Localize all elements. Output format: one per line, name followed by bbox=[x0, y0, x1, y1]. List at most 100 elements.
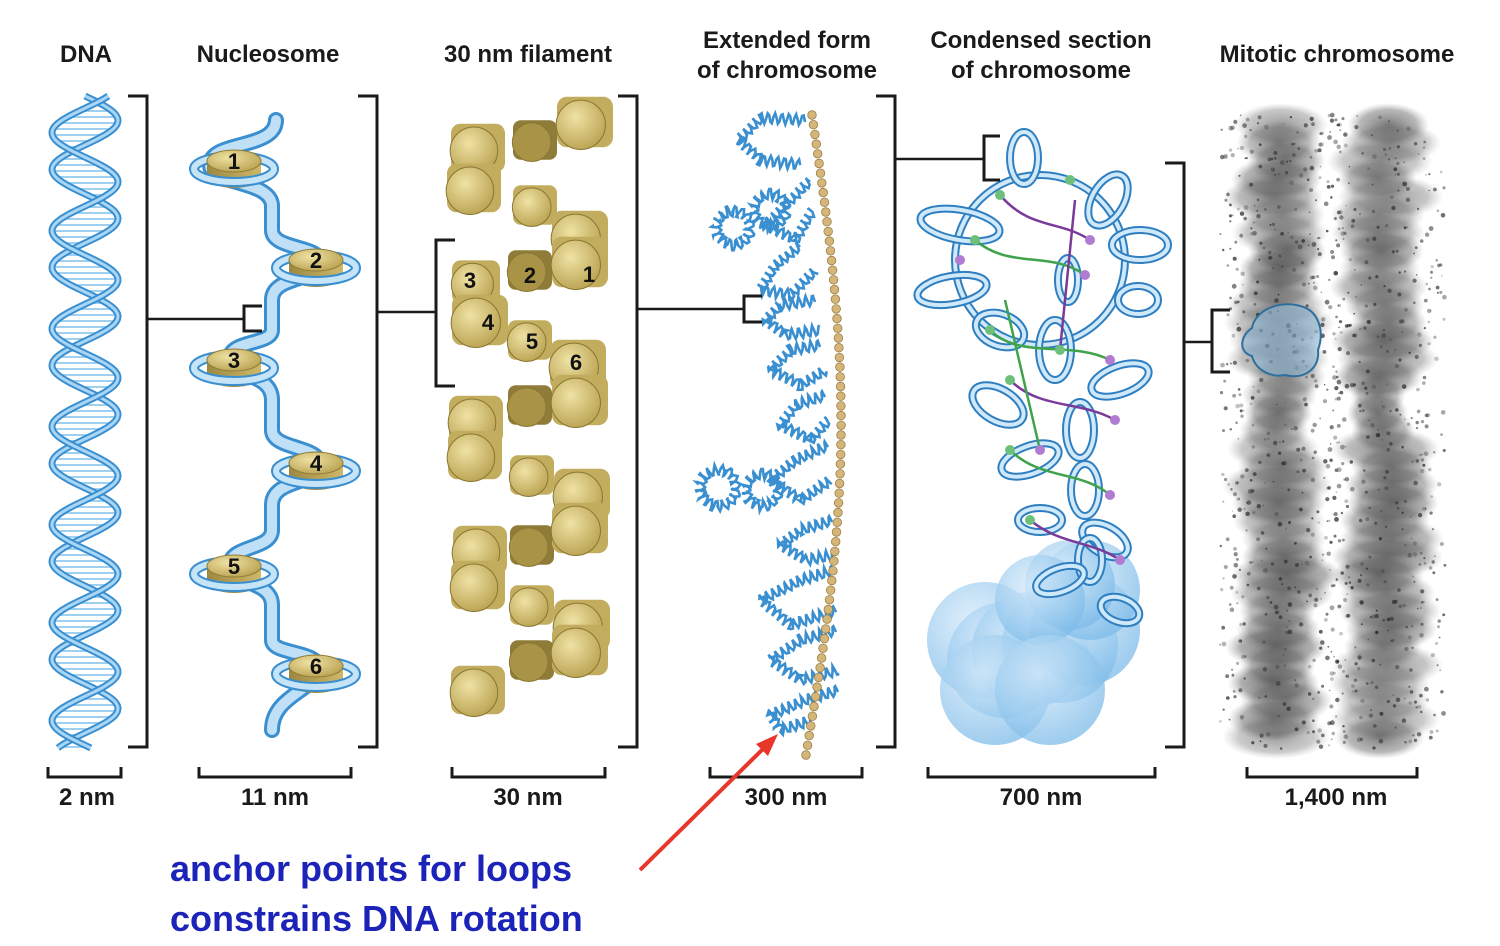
chromatin-speck bbox=[1294, 727, 1299, 732]
header-extended-line2: of chromosome bbox=[697, 57, 877, 84]
chromatin-speck bbox=[1306, 600, 1308, 603]
chromatin-speck bbox=[1293, 142, 1296, 146]
chromatin-speck bbox=[1251, 423, 1255, 427]
chromatin-speck bbox=[1434, 555, 1436, 557]
chromatin-speck bbox=[1253, 291, 1258, 296]
chromatin-speck bbox=[1313, 603, 1318, 608]
chromatin-speck bbox=[1341, 692, 1344, 695]
chromatin-speck bbox=[1412, 278, 1417, 283]
chromatin-speck bbox=[1408, 739, 1413, 744]
chromatin-speck bbox=[1241, 654, 1245, 659]
chromatin-speck bbox=[1225, 537, 1230, 542]
chromatin-speck bbox=[1336, 441, 1339, 444]
chromatin-speck bbox=[1325, 229, 1329, 233]
chromatin-speck bbox=[1318, 176, 1322, 180]
chromatin-speck bbox=[1226, 696, 1230, 700]
chromatin-speck bbox=[1232, 256, 1237, 261]
scalebar-filament bbox=[450, 767, 607, 779]
chromatin-speck bbox=[1317, 728, 1322, 733]
chromatin-speck bbox=[1410, 624, 1414, 628]
chromatin-speck bbox=[1221, 472, 1225, 477]
chromatin-speck bbox=[1335, 659, 1340, 664]
chromatin-speck bbox=[1350, 224, 1355, 229]
chromatin-speck bbox=[1318, 521, 1320, 524]
chromatin-speck bbox=[1274, 512, 1279, 516]
scaffold-bead bbox=[818, 187, 828, 198]
chromatin-speck bbox=[1290, 235, 1294, 240]
chromatin-speck bbox=[1343, 597, 1348, 603]
chromatin-speck bbox=[1253, 205, 1256, 207]
chromatin-speck bbox=[1335, 315, 1338, 319]
cylinder-face bbox=[555, 99, 606, 150]
chromatin-speck bbox=[1272, 480, 1275, 483]
chromatin-speck bbox=[1301, 282, 1307, 287]
chromatin-speck bbox=[1404, 646, 1409, 652]
chromatin-speck bbox=[1219, 544, 1223, 548]
chromatin-speck bbox=[1310, 428, 1315, 433]
chromatin-speck bbox=[1330, 112, 1335, 118]
scaffold-bead bbox=[829, 284, 840, 295]
nucleosome-number: 3 bbox=[228, 348, 240, 373]
chromatin-loop bbox=[707, 204, 756, 252]
chromatin-speck bbox=[1275, 681, 1281, 686]
chromatin-speck bbox=[1385, 470, 1389, 474]
histone-cylinder bbox=[508, 640, 554, 683]
chromatin-speck bbox=[1352, 383, 1357, 387]
chromatin-speck bbox=[1334, 338, 1337, 340]
chromatin-speck bbox=[1329, 425, 1334, 430]
scaffold-bead bbox=[826, 585, 836, 595]
chromatin-speck bbox=[1430, 265, 1434, 269]
chromatin-speck bbox=[1268, 255, 1273, 260]
chromatin-speck bbox=[1297, 147, 1300, 150]
chromatin-speck bbox=[1334, 118, 1338, 122]
chromatin-speck bbox=[1263, 743, 1268, 748]
chromatin-speck bbox=[1406, 126, 1411, 131]
chromatin-speck bbox=[1245, 217, 1247, 220]
chromatin-speck bbox=[1273, 151, 1278, 155]
chromatin-speck bbox=[1415, 420, 1419, 425]
chromatin-speck bbox=[1388, 146, 1392, 150]
chromatin-speck bbox=[1386, 448, 1391, 452]
chromatin-speck bbox=[1410, 417, 1413, 420]
chromatin-speck bbox=[1407, 635, 1412, 640]
chromatin-speck bbox=[1238, 393, 1242, 397]
chromatin-speck bbox=[1262, 667, 1268, 672]
scale-label-condensed: 700 nm bbox=[1000, 784, 1083, 811]
chromatin-speck bbox=[1404, 307, 1408, 312]
chromatin-speck bbox=[1274, 298, 1279, 303]
header-condensed-line1: Condensed section bbox=[930, 27, 1151, 54]
chromatin-speck bbox=[1275, 403, 1278, 406]
chromatin-speck bbox=[1345, 564, 1350, 569]
loop-tether bbox=[989, 329, 1111, 362]
chromatin-speck bbox=[1377, 428, 1380, 431]
scaffold-bead bbox=[811, 139, 822, 149]
chromatin-speck bbox=[1283, 664, 1287, 667]
chromatin-speck bbox=[1415, 459, 1420, 463]
chromatin-speck bbox=[1403, 270, 1407, 273]
chromatin-speck bbox=[1359, 327, 1362, 331]
chromatin-speck bbox=[1326, 486, 1330, 490]
chromatin-speck bbox=[1418, 513, 1423, 518]
chromatin-speck bbox=[1353, 678, 1358, 682]
chromatin-speck bbox=[1437, 482, 1442, 487]
chromatin-speck bbox=[1395, 408, 1399, 412]
chromatin-speck bbox=[1233, 695, 1237, 699]
chromatin-speck bbox=[1245, 529, 1248, 532]
histone-cylinder bbox=[445, 163, 501, 215]
chromatin-speck bbox=[1389, 409, 1392, 413]
chromatin-speck bbox=[1277, 205, 1281, 209]
chromatin-speck bbox=[1338, 441, 1341, 444]
chromatin-loop bbox=[1086, 172, 1130, 228]
chromatin-speck bbox=[1397, 292, 1402, 297]
chromatin-speck bbox=[1225, 674, 1230, 679]
chromatin-speck bbox=[1222, 577, 1225, 580]
chromatin-speck bbox=[1223, 379, 1227, 383]
chromatin-speck bbox=[1333, 435, 1338, 440]
anchor-protein bbox=[1080, 270, 1090, 280]
chromatin-speck bbox=[1259, 733, 1264, 738]
scale-label-filament: 30 nm bbox=[493, 784, 562, 811]
chromatin-speck bbox=[1319, 417, 1322, 420]
chromatin-speck bbox=[1233, 552, 1238, 557]
chromatin-speck bbox=[1404, 418, 1406, 421]
dna-backbone-highlight bbox=[50, 94, 120, 750]
